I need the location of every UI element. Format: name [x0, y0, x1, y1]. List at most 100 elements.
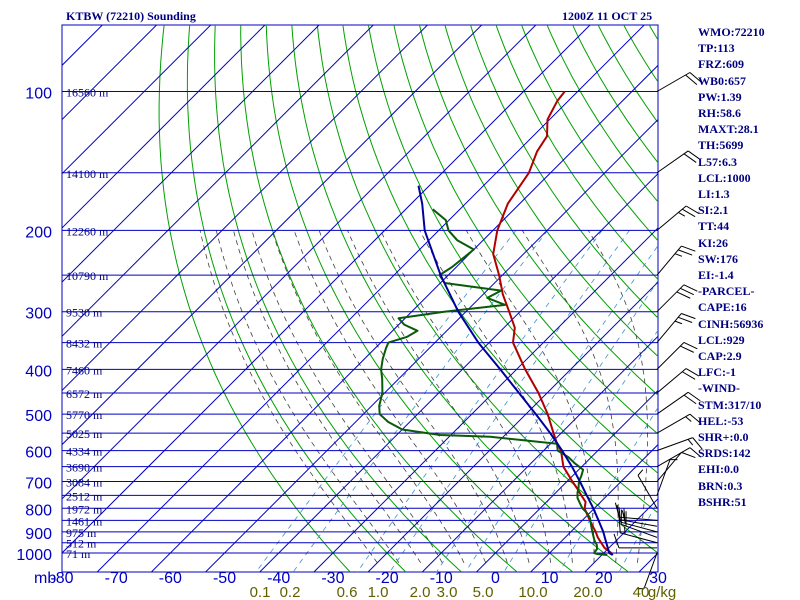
index-item: -WIND-	[698, 381, 740, 396]
wind-barb-flag	[682, 371, 696, 380]
pressure-tick-label: 600	[25, 445, 52, 462]
wind-barb	[656, 245, 696, 276]
wind-barb-staff	[619, 516, 658, 521]
wind-barb-staff	[656, 459, 671, 496]
index-item: CINH:56936	[698, 316, 764, 331]
wind-barb-staff	[643, 552, 658, 589]
pressure-tick-label: 300	[25, 306, 52, 323]
height-label: 14100 m	[66, 167, 109, 181]
dry-adiabat-line	[521, 25, 658, 242]
wind-barb-flag	[614, 502, 620, 518]
pressure-tick-label: 800	[25, 502, 52, 519]
index-item: LCL:1000	[698, 170, 751, 185]
moist-adiabat-line	[380, 230, 552, 563]
wind-barb-flag	[680, 345, 694, 353]
wind-barb-flag	[678, 316, 693, 323]
isotherm-line	[150, 64, 658, 572]
wind-barb	[656, 451, 696, 482]
isotherm-line	[62, 25, 374, 337]
temperature-tick-label: -50	[213, 570, 236, 587]
isotherm-line	[584, 498, 658, 572]
isotherm-line	[259, 173, 658, 572]
wind-barb-flag	[676, 291, 691, 299]
wind-barb-staff	[620, 521, 658, 533]
wind-barb	[618, 518, 658, 544]
index-item: SW:176	[698, 251, 739, 266]
isotherm-line	[475, 389, 658, 572]
wind-barb-staff	[656, 284, 685, 313]
wind-barb-flag	[683, 284, 698, 292]
wind-barbs	[613, 72, 703, 590]
temperature-tick-label: -80	[50, 570, 73, 587]
wind-barb	[656, 342, 698, 370]
dry-adiabat-line	[158, 25, 351, 572]
wind-barb-staff	[656, 391, 689, 415]
index-item: LFC:-1	[698, 365, 736, 380]
height-label: 512 m	[66, 537, 97, 551]
dry-adiabat-line	[418, 25, 658, 396]
isotherm-line	[62, 25, 591, 554]
wind-barb	[656, 413, 702, 434]
wind-barb	[656, 368, 700, 394]
wind-barb-flag	[685, 74, 698, 86]
height-label: 10790 m	[66, 269, 109, 283]
wind-barb	[613, 533, 657, 549]
index-item: HEL:-53	[698, 413, 744, 428]
index-item: -PARCEL-	[698, 284, 755, 299]
wind-barb-flag	[681, 245, 696, 252]
dewpoint-line	[378, 208, 608, 556]
mixing-ratio-line	[292, 230, 549, 572]
mixing-ratio-label: 1.0	[368, 584, 389, 600]
wind-barb-staff	[656, 245, 682, 276]
index-item: WMO:72210	[698, 25, 765, 39]
wind-barb-staff	[656, 437, 693, 452]
wind-barb-flag	[692, 437, 703, 450]
wind-barb-flag	[680, 287, 694, 296]
wind-barb-staff	[621, 523, 658, 538]
height-label: 6572 m	[66, 387, 103, 401]
height-label: 5770 m	[66, 408, 103, 422]
pressure-tick-label: 100	[25, 86, 52, 103]
height-label: 1972 m	[66, 502, 103, 516]
index-item: EI:-1.4	[698, 268, 734, 283]
wind-barb	[614, 502, 658, 521]
wind-barb-half-flag	[621, 510, 625, 518]
index-item: WB0:657	[698, 73, 746, 88]
temperature-tick-label: -30	[321, 570, 344, 587]
isotherm-line	[204, 118, 658, 572]
wind-barb-half-flag	[678, 211, 686, 217]
index-item: BSHR:51	[698, 494, 747, 509]
height-label: 8432 m	[66, 337, 103, 351]
index-item: TP:113	[698, 41, 735, 56]
mixing-ratio-line	[503, 329, 658, 572]
wind-barb	[656, 284, 698, 313]
index-item: LI:1.3	[698, 187, 730, 202]
dry-adiabat-line	[469, 25, 658, 319]
wind-barb-staff	[619, 519, 658, 527]
wind-barb-flag	[678, 249, 693, 256]
wind-barb-flag	[682, 208, 696, 218]
index-item: KI:26	[698, 235, 728, 250]
mixing-ratio-label: 2.0	[410, 584, 431, 600]
index-item: BRN:0.3	[698, 478, 743, 493]
wind-barb-staff	[656, 205, 687, 231]
dry-adiabat-line	[316, 25, 658, 554]
wind-barb-staff	[620, 532, 658, 544]
mixing-ratio-label: g/kg	[648, 584, 676, 600]
dry-adiabat-line	[291, 25, 630, 572]
wind-barb-staff	[656, 72, 691, 92]
height-label: 16560 m	[66, 86, 109, 100]
wind-barb-flag	[683, 394, 697, 405]
mixing-ratio-label: 20.0	[573, 584, 602, 600]
index-item: SHR+:0.0	[698, 430, 749, 445]
wind-barb-flag	[683, 153, 697, 163]
isotherm-line	[421, 335, 658, 572]
dry-adiabat-line	[546, 25, 658, 203]
wind-barb-flag	[618, 518, 621, 533]
moist-adiabat-line	[347, 230, 530, 563]
isotherm-line	[62, 25, 320, 283]
wind-barb-staff	[656, 452, 682, 482]
wind-barb	[656, 437, 703, 452]
chart-grid	[62, 25, 658, 572]
